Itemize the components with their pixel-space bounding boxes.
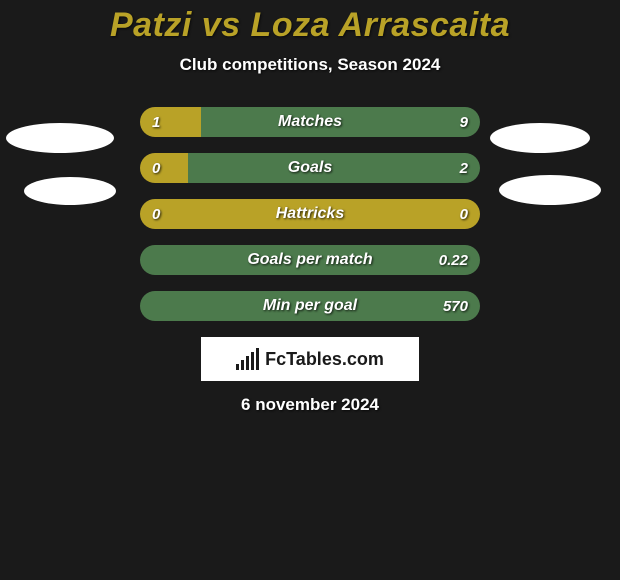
value-left: 0	[152, 153, 160, 183]
logo-text: FcTables.com	[265, 349, 384, 370]
logo-box: FcTables.com	[201, 337, 419, 381]
comparison-row: Goals0 2	[140, 153, 480, 183]
page-title: Patzi vs Loza Arrascaita	[0, 0, 620, 45]
comparison-row: Goals per match0.22	[140, 245, 480, 275]
player-placeholder-ellipse	[24, 177, 116, 205]
player-placeholder-ellipse	[6, 123, 114, 153]
value-right: 0	[460, 199, 468, 229]
player-placeholder-ellipse	[499, 175, 601, 205]
comparison-row: Hattricks0 0	[140, 199, 480, 229]
metric-label: Goals	[140, 153, 480, 183]
value-right: 9	[460, 107, 468, 137]
player-placeholder-ellipse	[490, 123, 590, 153]
comparison-row: Matches1 9	[140, 107, 480, 137]
metric-label: Goals per match	[140, 245, 480, 275]
metric-label: Hattricks	[140, 199, 480, 229]
date-text: 6 november 2024	[0, 395, 620, 415]
metric-label: Matches	[140, 107, 480, 137]
comparison-row: Min per goal570	[140, 291, 480, 321]
logo-bars-icon	[236, 348, 259, 370]
value-right: 570	[443, 291, 468, 321]
subtitle: Club competitions, Season 2024	[0, 55, 620, 75]
value-left: 0	[152, 199, 160, 229]
value-left: 1	[152, 107, 160, 137]
value-right: 0.22	[439, 245, 468, 275]
value-right: 2	[460, 153, 468, 183]
metric-label: Min per goal	[140, 291, 480, 321]
